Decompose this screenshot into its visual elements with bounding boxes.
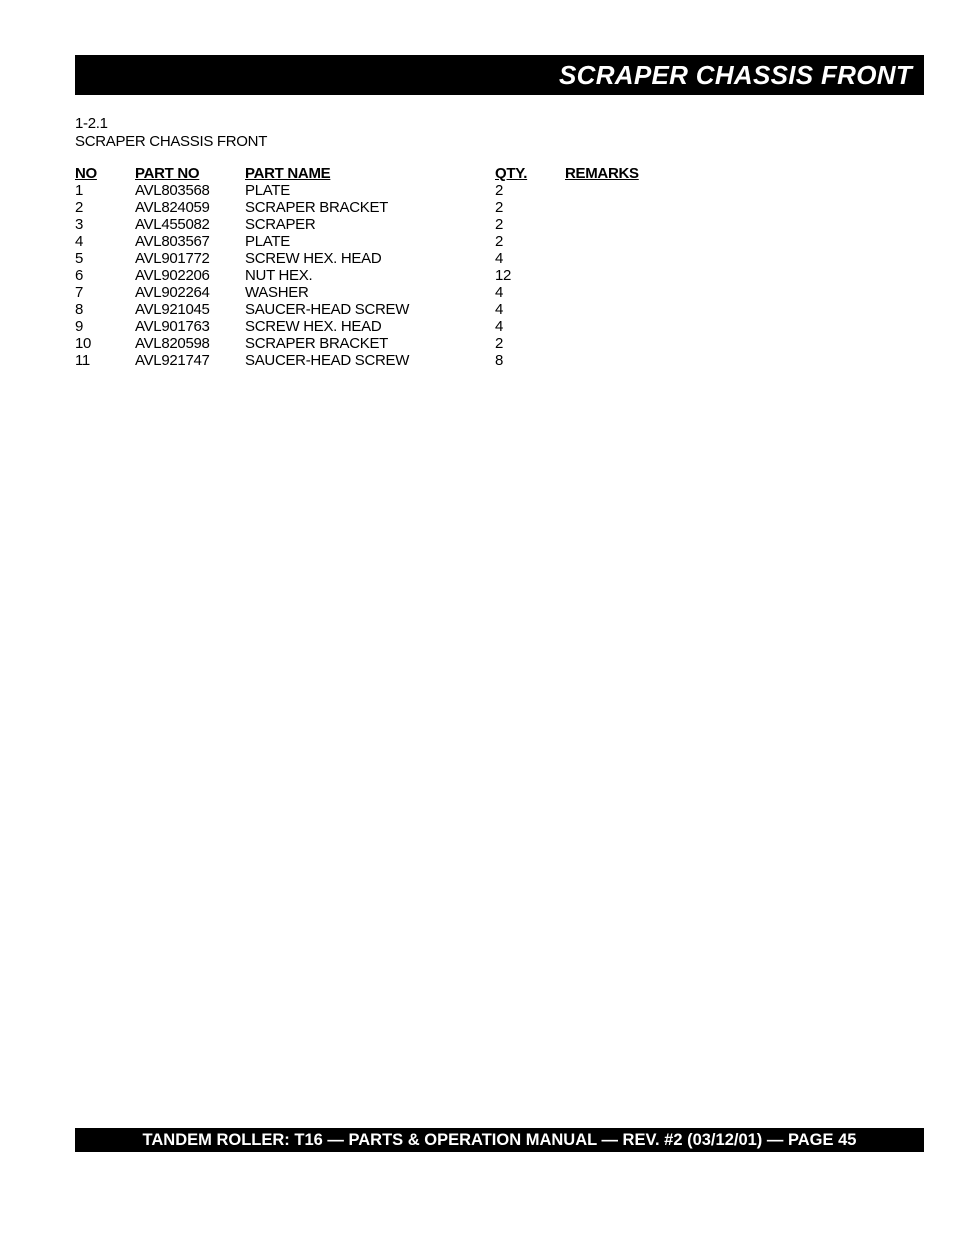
table-header-row: NO PART NO PART NAME QTY. REMARKS (75, 165, 654, 182)
table-cell: PLATE (245, 182, 495, 199)
table-cell (565, 318, 705, 335)
table-cell: 5 (75, 250, 135, 267)
col-partname: PART NAME (245, 165, 495, 182)
table-cell: AVL921045 (135, 301, 245, 318)
table-cell: SCREW HEX. HEAD (245, 318, 495, 335)
table-cell: 4 (495, 250, 565, 267)
table-cell: 2 (495, 233, 565, 250)
table-cell: WASHER (245, 284, 495, 301)
table-cell: PLATE (245, 233, 495, 250)
table-row: 6AVL902206NUT HEX.12 (75, 267, 654, 284)
table-row: 10AVL820598SCRAPER BRACKET2 (75, 335, 654, 352)
col-remarks: REMARKS (565, 165, 705, 182)
table-cell: SCRAPER (245, 216, 495, 233)
table-cell: AVL455082 (135, 216, 245, 233)
table-cell: SAUCER-HEAD SCREW (245, 301, 495, 318)
table-row: 11AVL921747SAUCER-HEAD SCREW8 (75, 352, 654, 369)
section-title: SCRAPER CHASSIS FRONT (75, 133, 267, 150)
table-cell: AVL820598 (135, 335, 245, 352)
table-cell: 9 (75, 318, 135, 335)
table-cell (565, 199, 705, 216)
table-cell (565, 182, 705, 199)
table-cell (565, 335, 705, 352)
table-cell: 4 (495, 318, 565, 335)
table-cell: 7 (75, 284, 135, 301)
page: SCRAPER CHASSIS FRONT 1-2.1 SCRAPER CHAS… (0, 0, 954, 1235)
col-partno: PART NO (135, 165, 245, 182)
table-cell: AVL902206 (135, 267, 245, 284)
table-cell: 4 (75, 233, 135, 250)
table-cell: AVL803567 (135, 233, 245, 250)
table-cell: NUT HEX. (245, 267, 495, 284)
table-cell: AVL901772 (135, 250, 245, 267)
table-body: 1AVL803568PLATE22AVL824059SCRAPER BRACKE… (75, 182, 654, 369)
table-cell: 4 (495, 284, 565, 301)
table-row: 8AVL921045SAUCER-HEAD SCREW4 (75, 301, 654, 318)
table-cell: AVL803568 (135, 182, 245, 199)
table-row: 3AVL455082SCRAPER2 (75, 216, 654, 233)
table-cell (565, 284, 705, 301)
table-cell: 3 (75, 216, 135, 233)
table-cell: SCREW HEX. HEAD (245, 250, 495, 267)
table-cell: SAUCER-HEAD SCREW (245, 352, 495, 369)
table-row: 9AVL901763SCREW HEX. HEAD4 (75, 318, 654, 335)
table-cell: 2 (75, 199, 135, 216)
table-cell: 2 (495, 216, 565, 233)
table-cell: 12 (495, 267, 565, 284)
table-row: 2AVL824059SCRAPER BRACKET2 (75, 199, 654, 216)
table-cell: 6 (75, 267, 135, 284)
col-no: NO (75, 165, 135, 182)
table-cell: 4 (495, 301, 565, 318)
footer-text: TANDEM ROLLER: T16 — PARTS & OPERATION M… (143, 1131, 857, 1150)
col-qty: QTY. (495, 165, 565, 182)
table-cell: AVL901763 (135, 318, 245, 335)
table-cell (565, 352, 705, 369)
header-bar: SCRAPER CHASSIS FRONT (75, 55, 924, 95)
table-cell: 10 (75, 335, 135, 352)
table-cell (565, 267, 705, 284)
table-row: 5AVL901772SCREW HEX. HEAD4 (75, 250, 654, 267)
footer-bar: TANDEM ROLLER: T16 — PARTS & OPERATION M… (75, 1128, 924, 1152)
section-number: 1-2.1 (75, 115, 108, 132)
parts-table: NO PART NO PART NAME QTY. REMARKS 1AVL80… (75, 165, 654, 369)
table-cell: SCRAPER BRACKET (245, 199, 495, 216)
table-cell: AVL902264 (135, 284, 245, 301)
table-cell (565, 233, 705, 250)
table-cell: 2 (495, 199, 565, 216)
header-title: SCRAPER CHASSIS FRONT (559, 60, 912, 91)
table-cell: 1 (75, 182, 135, 199)
table-cell (565, 250, 705, 267)
table-cell: 11 (75, 352, 135, 369)
table-cell: AVL824059 (135, 199, 245, 216)
table-cell (565, 216, 705, 233)
table-row: 1AVL803568PLATE2 (75, 182, 654, 199)
table-row: 4AVL803567PLATE2 (75, 233, 654, 250)
table-cell: SCRAPER BRACKET (245, 335, 495, 352)
table-cell: AVL921747 (135, 352, 245, 369)
table-cell: 8 (495, 352, 565, 369)
table-cell: 2 (495, 335, 565, 352)
table-cell: 8 (75, 301, 135, 318)
table-cell (565, 301, 705, 318)
table-row: 7AVL902264WASHER4 (75, 284, 654, 301)
table-cell: 2 (495, 182, 565, 199)
